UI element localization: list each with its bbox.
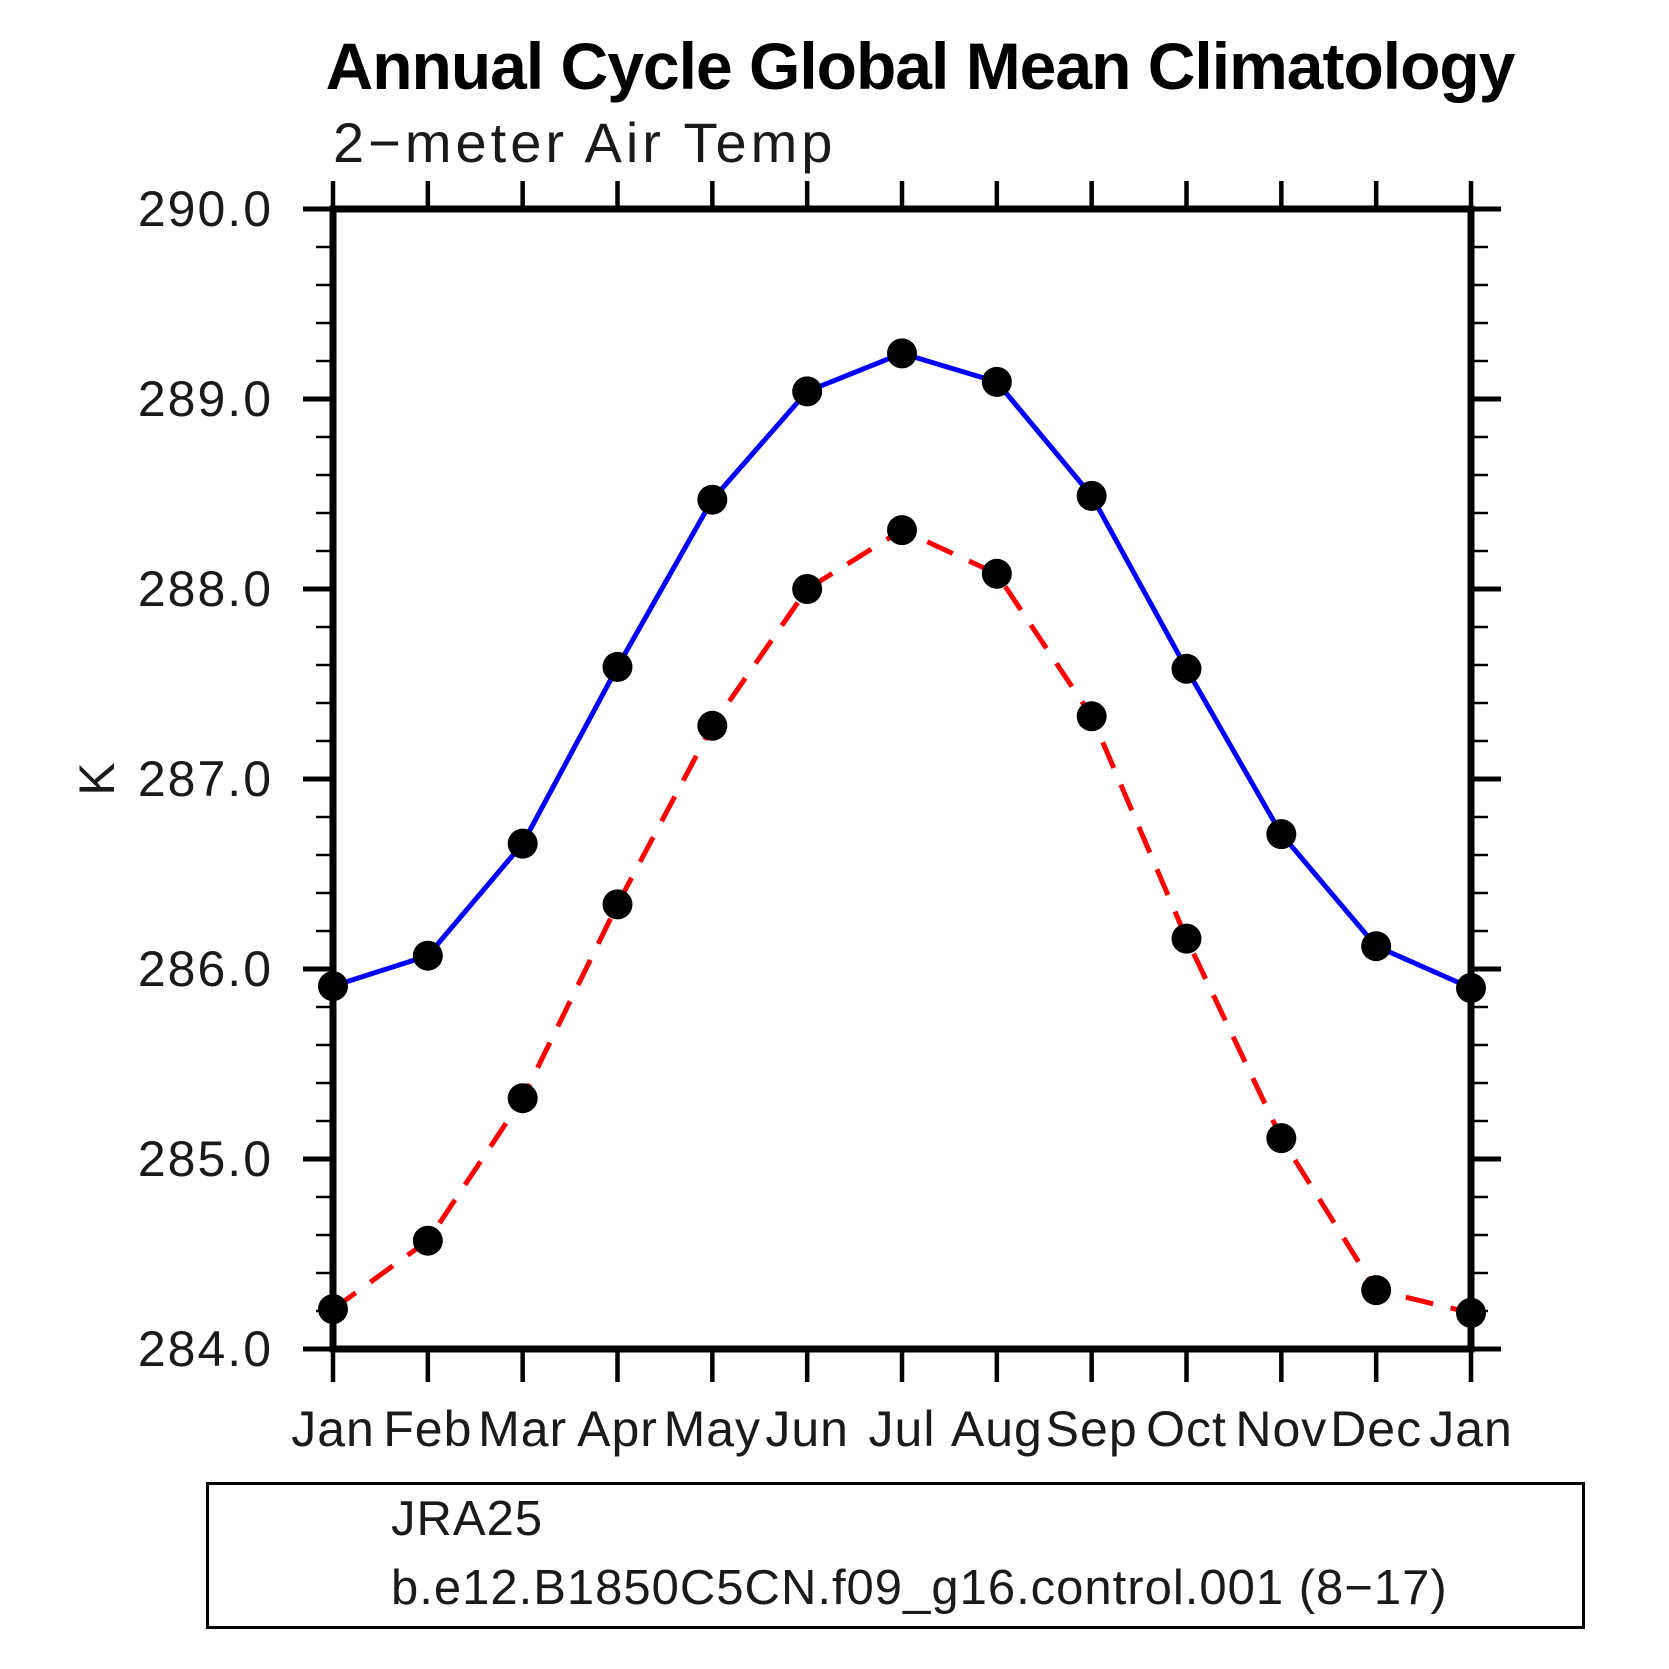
data-point-1-Apr: [602, 889, 633, 920]
x-tick-label: Jan: [291, 1401, 375, 1457]
x-tick-label: Nov: [1235, 1401, 1328, 1457]
data-point-0-May: [697, 484, 728, 515]
chart-title: Annual Cycle Global Mean Climatology: [325, 29, 1516, 103]
data-point-1-May: [697, 710, 728, 741]
data-point-1-Jun: [792, 574, 823, 604]
x-tick-label: Jan: [1429, 1401, 1513, 1457]
data-point-0-Nov: [1266, 819, 1297, 850]
data-point-1-Nov: [1266, 1123, 1297, 1154]
data-point-0-Feb: [412, 940, 443, 971]
data-point-1-Mar: [507, 1083, 538, 1114]
legend: [206, 1482, 1585, 1629]
x-tick-label: Apr: [577, 1401, 658, 1457]
y-tick-label: 289.0: [137, 371, 273, 427]
y-tick-label: 287.0: [137, 751, 273, 807]
data-point-0-Jan: [1456, 973, 1486, 1003]
data-point-1-Aug: [981, 558, 1012, 589]
x-tick-label: Mar: [478, 1401, 568, 1457]
data-point-0-Oct: [1171, 653, 1202, 684]
data-point-1-Jul: [887, 515, 917, 546]
data-point-0-Sep: [1076, 480, 1107, 511]
data-point-1-Sep: [1076, 701, 1107, 732]
y-tick-label: 286.0: [137, 941, 273, 997]
data-point-0-Jul: [887, 338, 917, 369]
x-tick-label: Sep: [1045, 1401, 1138, 1457]
plot-frame: [329, 205, 1475, 1353]
data-point-1-Jan: [1456, 1297, 1486, 1328]
x-tick-label: Feb: [383, 1401, 473, 1457]
data-point-1-Oct: [1171, 923, 1202, 954]
data-point-0-Mar: [507, 828, 538, 859]
x-tick-label: May: [663, 1401, 762, 1457]
series-line-1: [331, 527, 1472, 1316]
x-tick-label: Oct: [1146, 1401, 1227, 1457]
x-tick-label: Dec: [1330, 1401, 1423, 1457]
data-point-0-Dec: [1361, 931, 1392, 962]
y-tick-label: 290.0: [137, 181, 273, 237]
data-point-0-Apr: [602, 651, 633, 682]
series-line-0: [332, 350, 1473, 991]
y-tick-label: 288.0: [137, 561, 273, 617]
x-tick-label: Jul: [868, 1401, 936, 1457]
data-point-0-Jun: [792, 376, 823, 407]
data-point-0-Jan: [318, 971, 348, 1002]
legend-label-model: b.e12.B1850C5CN.f09_g16.control.001 (8−1…: [391, 1561, 1448, 1615]
data-point-1-Dec: [1361, 1275, 1392, 1306]
legend-label-jra25: JRA25: [391, 1492, 544, 1546]
data-point-1-Jan: [318, 1294, 348, 1325]
x-tick-label: Jun: [765, 1401, 849, 1457]
y-tick-label: 284.0: [137, 1321, 273, 1377]
data-point-0-Aug: [981, 366, 1012, 397]
y-tick-label: 285.0: [137, 1131, 273, 1187]
chart-subtitle: 2−meter Air Temp: [333, 111, 837, 174]
data-point-1-Feb: [412, 1225, 443, 1256]
x-tick-label: Aug: [950, 1401, 1043, 1457]
